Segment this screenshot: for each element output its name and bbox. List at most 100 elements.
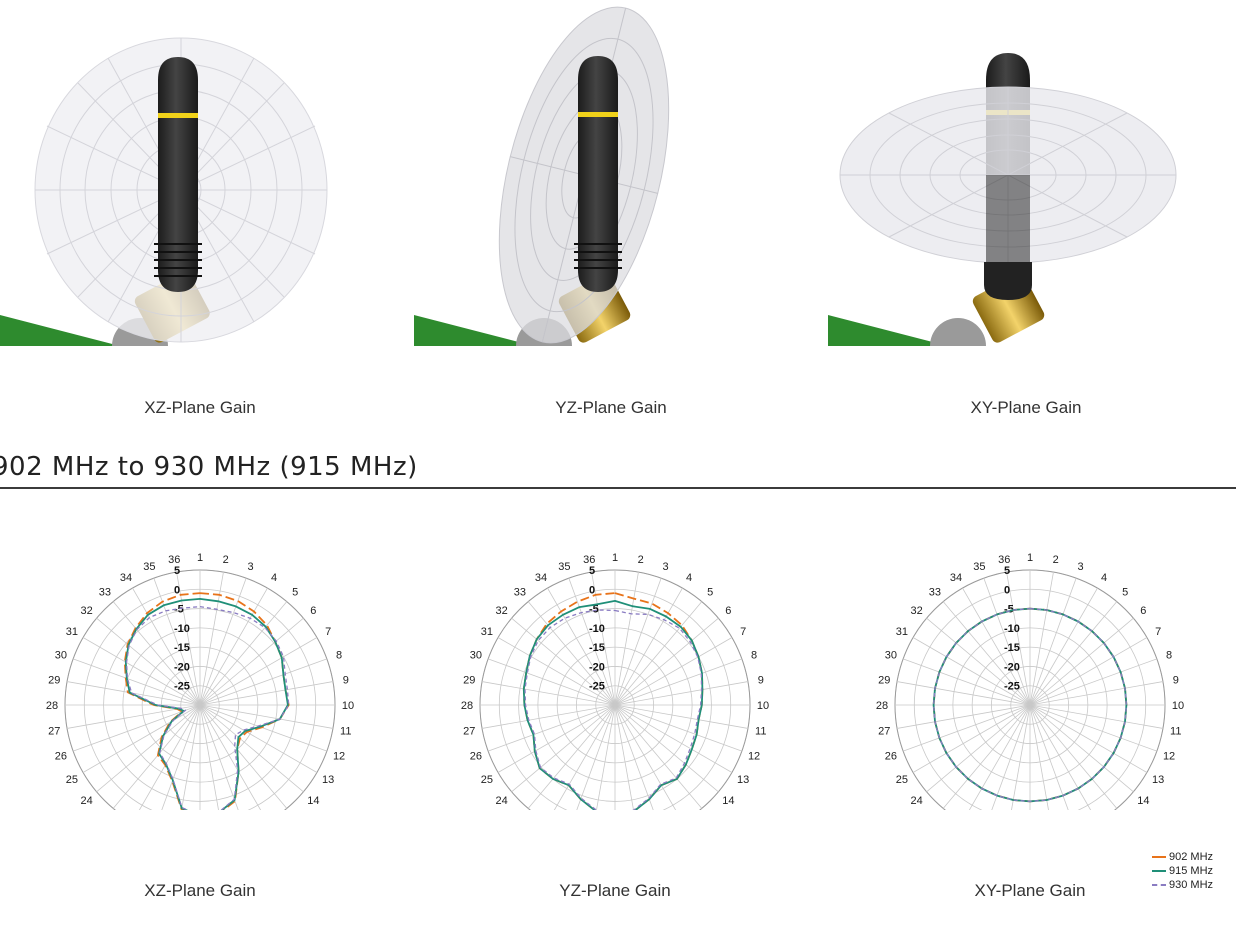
grid-spoke bbox=[983, 578, 1031, 706]
angle-tick-label: 33 bbox=[929, 587, 941, 599]
series-line-915-mhz bbox=[522, 600, 704, 810]
angle-tick-label: 32 bbox=[81, 605, 93, 617]
legend-item-902: 902 MHz bbox=[1152, 850, 1236, 864]
grid-spoke bbox=[968, 704, 1031, 810]
angle-tick-label: 33 bbox=[99, 587, 111, 599]
grid-spoke bbox=[481, 704, 616, 729]
grid-spoke bbox=[1029, 704, 1164, 729]
angle-tick-label: 12 bbox=[748, 751, 760, 763]
grid-spoke bbox=[1029, 637, 1148, 706]
grid-spoke bbox=[903, 658, 1031, 706]
angle-tick-label: 4 bbox=[271, 572, 277, 584]
grid-spoke bbox=[96, 617, 201, 706]
series-line-930-mhz bbox=[932, 607, 1128, 803]
polar-grid: 1234567891011121314151617181920212223242… bbox=[876, 552, 1184, 810]
radial-tick-label: -5 bbox=[174, 604, 184, 616]
angle-tick-label: 7 bbox=[325, 626, 331, 638]
grid-spoke bbox=[1029, 601, 1118, 706]
grid-spoke bbox=[614, 704, 733, 773]
grid-spoke bbox=[1029, 704, 1092, 810]
legend-label-902: 902 MHz bbox=[1169, 851, 1214, 863]
grid-spoke bbox=[199, 704, 318, 773]
angle-tick-label: 35 bbox=[143, 561, 155, 573]
angle-tick-label: 8 bbox=[336, 649, 342, 661]
grid-spoke bbox=[199, 637, 318, 706]
angle-tick-label: 36 bbox=[998, 554, 1010, 566]
angle-tick-label: 11 bbox=[755, 726, 766, 738]
angle-tick-label: 14 bbox=[1137, 795, 1149, 807]
grid-spoke bbox=[1029, 704, 1049, 810]
radial-tick-label: -15 bbox=[589, 642, 605, 654]
angle-tick-label: 3 bbox=[663, 561, 669, 573]
grid-spoke bbox=[1029, 704, 1157, 752]
radial-tick-label: -20 bbox=[174, 661, 190, 673]
grid-spoke bbox=[488, 704, 616, 752]
radial-tick-label: -25 bbox=[1004, 681, 1020, 693]
grid-spoke bbox=[1029, 704, 1134, 793]
grid-spoke bbox=[199, 681, 334, 706]
angle-tick-label: 9 bbox=[758, 674, 764, 686]
grid-spoke bbox=[199, 704, 334, 729]
angle-tick-label: 31 bbox=[66, 626, 78, 638]
angle-tick-label: 13 bbox=[737, 774, 749, 786]
grid-spoke bbox=[82, 637, 201, 706]
angle-tick-label: 25 bbox=[896, 774, 908, 786]
chart-caption-xz: XZ-Plane Gain bbox=[144, 881, 256, 900]
radial-tick-label: -15 bbox=[1004, 642, 1020, 654]
grid-spoke bbox=[481, 681, 616, 706]
grid-spoke bbox=[527, 704, 616, 809]
series-line-915-mhz bbox=[124, 598, 289, 810]
xy-antenna-render bbox=[828, 0, 1236, 346]
grid-spoke bbox=[112, 601, 201, 706]
grid-spoke bbox=[132, 587, 201, 706]
angle-tick-label: 9 bbox=[1173, 674, 1179, 686]
angle-tick-label: 2 bbox=[223, 554, 229, 566]
grid-spoke bbox=[576, 704, 616, 810]
angle-tick-label: 1 bbox=[1027, 552, 1033, 564]
angle-tick-label: 28 bbox=[876, 700, 888, 712]
grid-spoke bbox=[161, 704, 201, 810]
grid-spoke bbox=[614, 587, 683, 706]
grid-spoke bbox=[497, 704, 616, 773]
angle-tick-label: 36 bbox=[168, 554, 180, 566]
grid-spoke bbox=[1029, 704, 1118, 809]
grid-spoke bbox=[1029, 704, 1148, 773]
angle-tick-label: 29 bbox=[48, 674, 60, 686]
radial-tick-label: 5 bbox=[1004, 565, 1010, 577]
grid-spoke bbox=[903, 704, 1031, 752]
grid-spoke bbox=[568, 578, 616, 706]
grid-spoke bbox=[73, 704, 201, 752]
angle-tick-label: 32 bbox=[911, 605, 923, 617]
grid-spoke bbox=[1006, 571, 1031, 706]
angle-tick-label: 28 bbox=[461, 700, 473, 712]
grid-spoke bbox=[896, 681, 1031, 706]
grid-spoke bbox=[73, 658, 201, 706]
render-caption-yz: YZ-Plane Gain bbox=[555, 398, 667, 417]
grid-spoke bbox=[527, 601, 616, 706]
angle-tick-label: 26 bbox=[885, 751, 897, 763]
grid-spoke bbox=[614, 704, 634, 810]
angle-tick-label: 6 bbox=[1140, 605, 1146, 617]
chart-caption-yz: YZ-Plane Gain bbox=[559, 881, 671, 900]
chart-legend: 902 MHz 915 MHz 930 MHz bbox=[1152, 850, 1236, 892]
grid-spoke bbox=[614, 704, 749, 729]
angle-tick-label: 4 bbox=[1101, 572, 1107, 584]
angle-tick-label: 5 bbox=[292, 587, 298, 599]
legend-swatch-930 bbox=[1152, 884, 1166, 886]
legend-swatch-915 bbox=[1152, 870, 1166, 872]
grid-spoke bbox=[181, 704, 201, 810]
grid-spoke bbox=[553, 704, 616, 810]
grid-spoke bbox=[96, 704, 201, 793]
xy-polar-chart: 1234567891011121314151617181920212223242… bbox=[876, 552, 1184, 810]
angle-tick-label: 35 bbox=[558, 561, 570, 573]
chart-caption-xy: XY-Plane Gain bbox=[974, 881, 1086, 900]
legend-item-930: 930 MHz bbox=[1152, 878, 1236, 892]
grid-spoke bbox=[199, 658, 327, 706]
angle-tick-label: 4 bbox=[686, 572, 692, 584]
grid-spoke bbox=[1029, 704, 1069, 810]
angle-tick-label: 2 bbox=[1053, 554, 1059, 566]
radial-tick-label: 5 bbox=[589, 565, 595, 577]
grid-spoke bbox=[1029, 681, 1164, 706]
angle-tick-label: 12 bbox=[333, 751, 345, 763]
angle-tick-label: 31 bbox=[896, 626, 908, 638]
